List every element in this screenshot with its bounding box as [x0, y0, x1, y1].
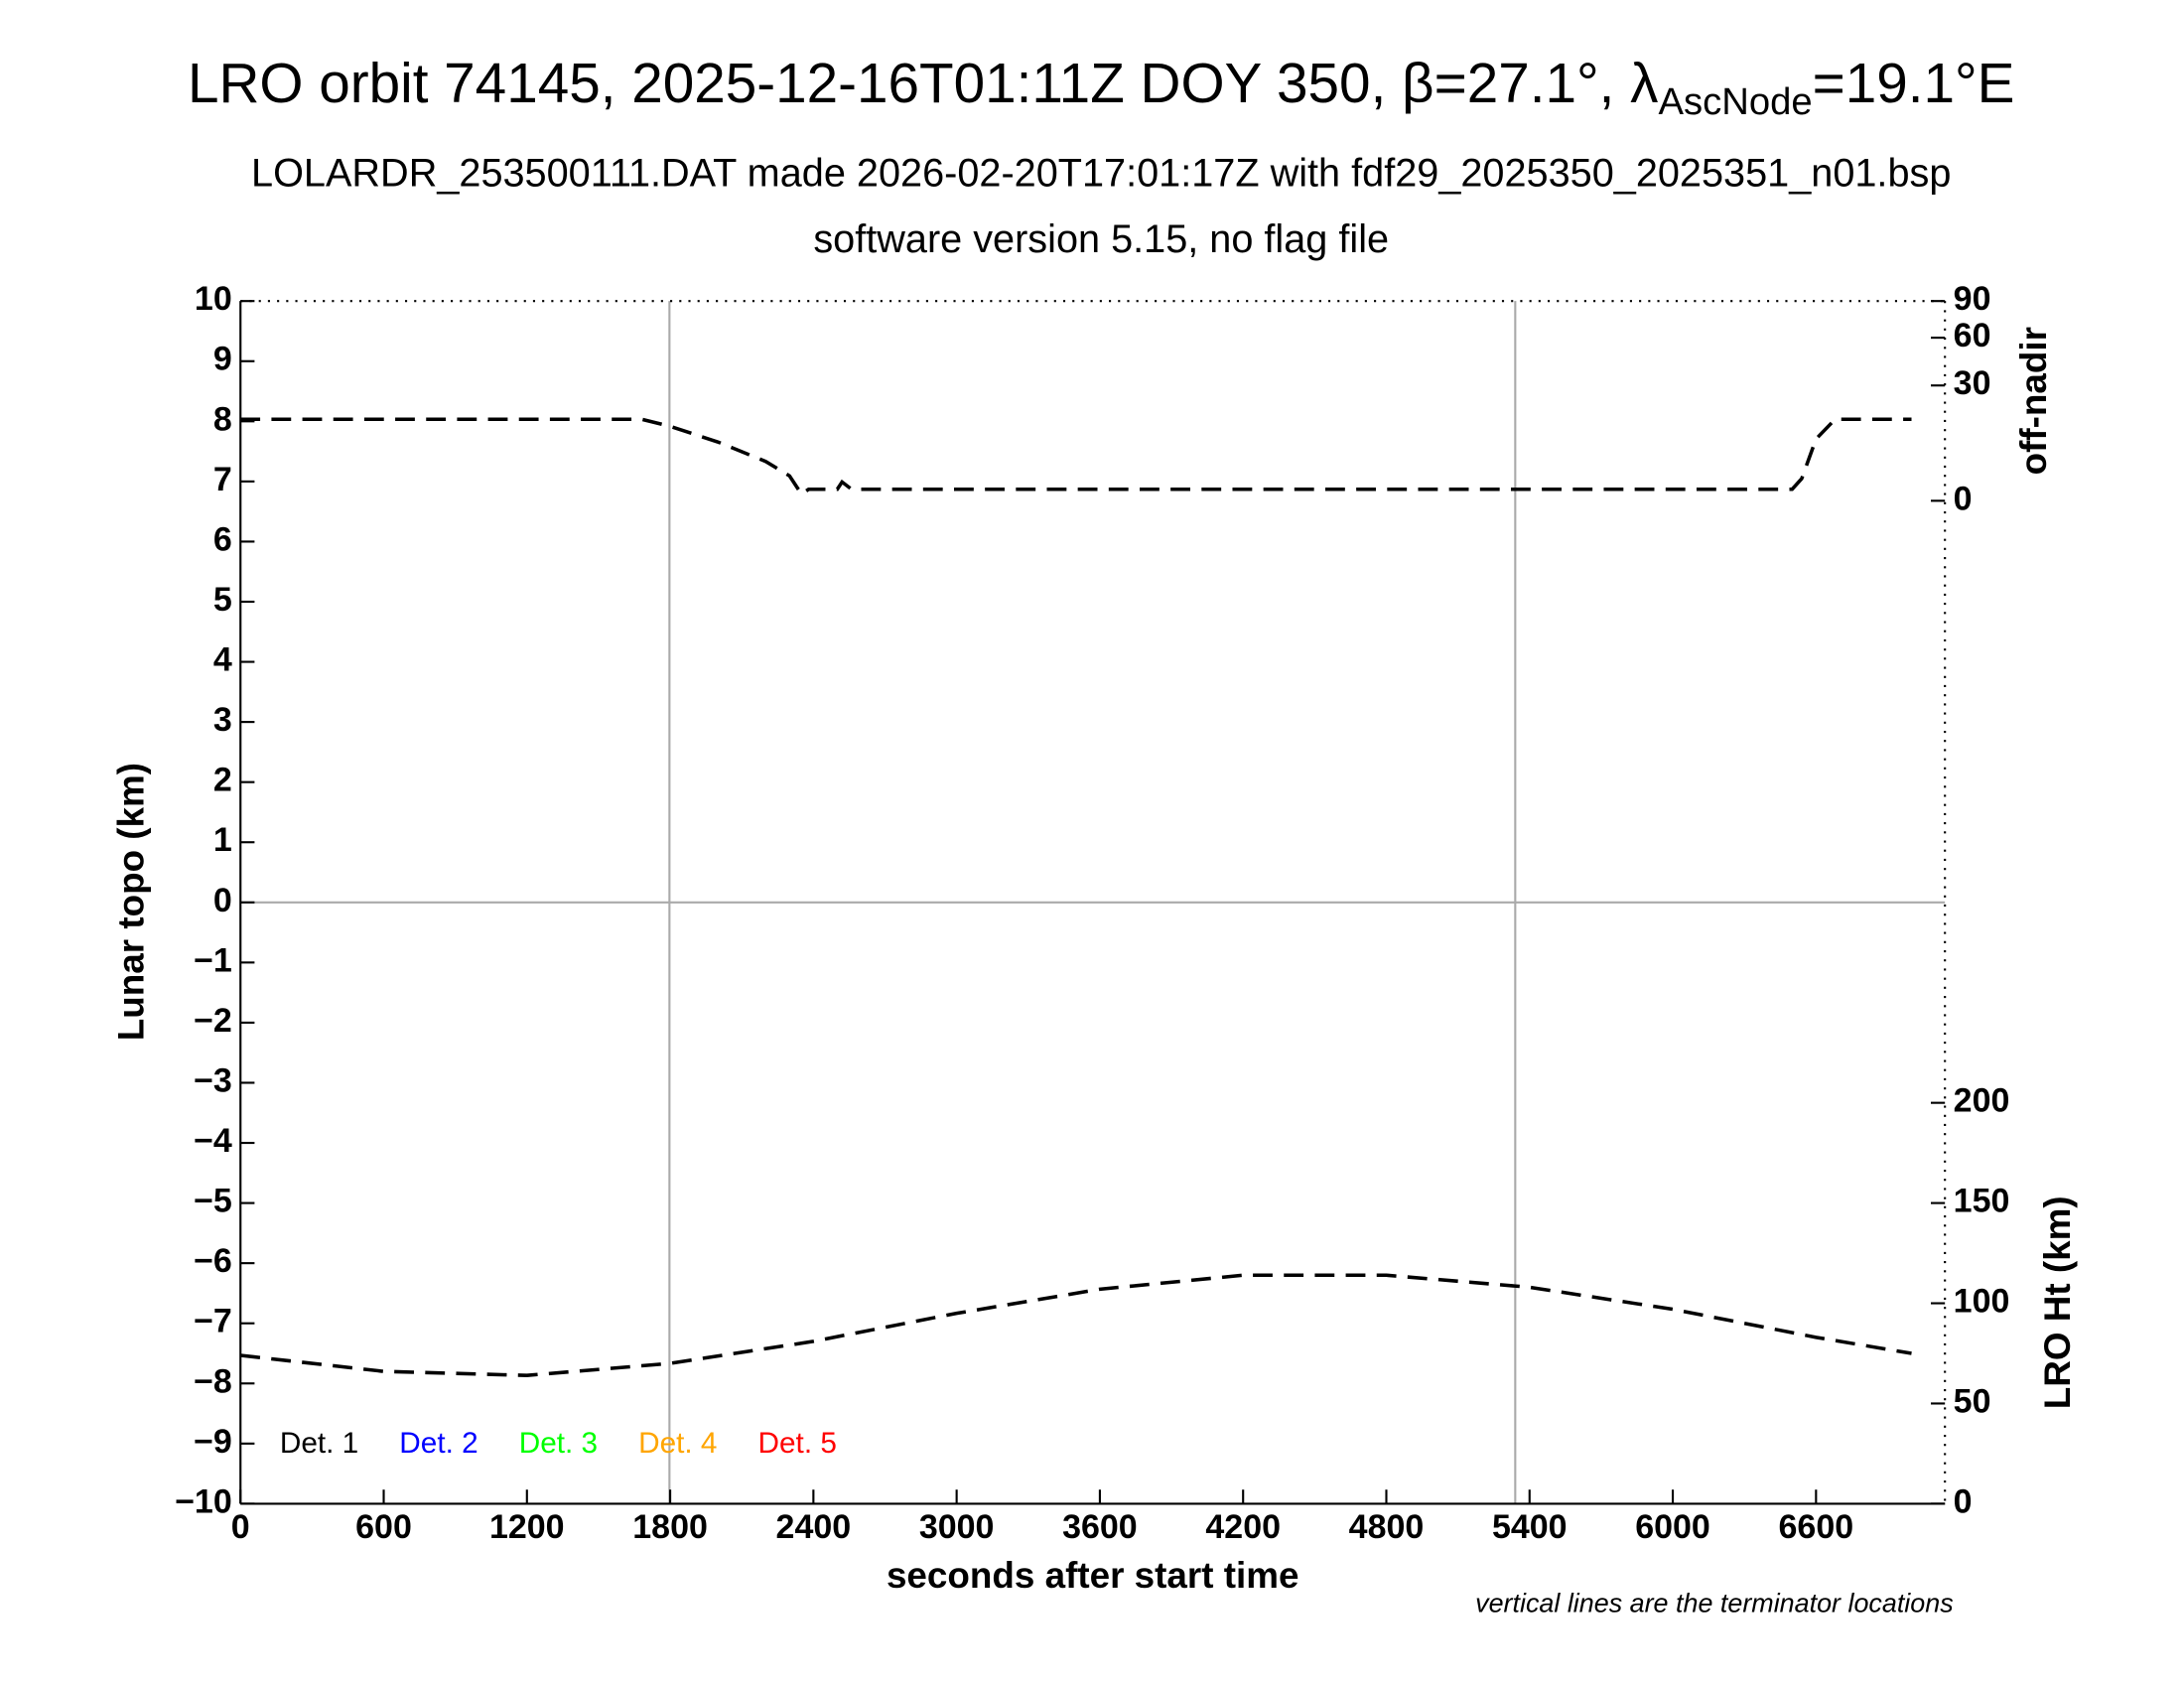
- x-tick-label: 1200: [489, 1508, 565, 1546]
- legend-entry: Det. 2: [399, 1427, 478, 1460]
- y-tick-label: −7: [194, 1303, 232, 1340]
- y-tick-label: 7: [213, 461, 232, 498]
- y-tick-label: −6: [194, 1242, 232, 1280]
- title-main: LRO orbit 74145, 2025-12-16T01:11Z DOY 3…: [188, 53, 1658, 115]
- y-tick-label: 4: [213, 641, 232, 679]
- y-tick-label: 9: [213, 341, 232, 378]
- y-tick-label: 3: [213, 701, 232, 739]
- y2-tick-label: 90: [1954, 280, 1991, 318]
- y3-axis-label: LRO Ht (km): [2037, 1196, 2078, 1409]
- annotation: vertical lines are the terminator locati…: [1475, 1588, 1954, 1618]
- y2-tick-label: 0: [1954, 480, 1973, 517]
- x-tick-label: 3000: [919, 1508, 995, 1546]
- y-tick-label: 0: [213, 882, 232, 919]
- y-tick-label: 8: [213, 400, 232, 438]
- y-tick-label: 5: [213, 581, 232, 619]
- y-tick-label: −3: [194, 1061, 232, 1099]
- data-line: [240, 1273, 1912, 1377]
- y-tick-label: −10: [175, 1482, 232, 1520]
- legend-entry: Det. 1: [280, 1427, 358, 1460]
- x-tick-label: 600: [355, 1508, 412, 1546]
- legend-entry: Det. 5: [758, 1427, 837, 1460]
- y-tick-label: −9: [194, 1423, 232, 1461]
- x-tick-label: 4200: [1205, 1508, 1281, 1546]
- legend-entry: Det. 4: [638, 1427, 717, 1460]
- subtitle: LOLARDR_253500111.DAT made 2026-02-20T17…: [251, 152, 1951, 196]
- y2-axis-label: off-nadir: [2013, 327, 2054, 475]
- x-tick-label: 2400: [776, 1508, 852, 1546]
- y3-tick-label: 0: [1954, 1482, 1973, 1520]
- y-axis-label: Lunar topo (km): [110, 763, 151, 1041]
- x-tick-label: 4800: [1349, 1508, 1425, 1546]
- legend-entry: Det. 3: [519, 1427, 598, 1460]
- x-tick-label: 5400: [1492, 1508, 1568, 1546]
- x-tick-label: 6600: [1779, 1508, 1854, 1546]
- chart-title: LRO orbit 74145, 2025-12-16T01:11Z DOY 3…: [188, 53, 2014, 123]
- y-tick-label: −1: [194, 941, 232, 979]
- y-tick-label: −4: [194, 1122, 232, 1160]
- title-subscript: AscNode: [1658, 80, 1812, 123]
- y-tick-label: −5: [194, 1183, 232, 1220]
- x-tick-label: 6000: [1635, 1508, 1710, 1546]
- y-tick-label: 2: [213, 762, 232, 799]
- y-tick-label: 1: [213, 821, 232, 859]
- subtitle: software version 5.15, no flag file: [813, 217, 1389, 261]
- y-tick-label: 6: [213, 520, 232, 558]
- x-tick-label: 0: [231, 1508, 250, 1546]
- y3-tick-label: 200: [1954, 1082, 2010, 1120]
- x-tick-label: 1800: [632, 1508, 708, 1546]
- y-tick-label: 10: [195, 280, 232, 318]
- data-line: [240, 417, 1912, 497]
- y2-tick-label: 60: [1954, 317, 1991, 354]
- y2-tick-label: 30: [1954, 364, 1991, 402]
- x-axis-label: seconds after start time: [887, 1555, 1299, 1596]
- y-tick-label: −2: [194, 1002, 232, 1040]
- y3-tick-label: 100: [1954, 1283, 2010, 1321]
- y3-tick-label: 150: [1954, 1183, 2010, 1220]
- title-suffix: =19.1°E: [1813, 53, 2015, 115]
- y3-tick-label: 50: [1954, 1382, 1991, 1420]
- y-tick-label: −8: [194, 1362, 232, 1400]
- x-tick-label: 3600: [1062, 1508, 1138, 1546]
